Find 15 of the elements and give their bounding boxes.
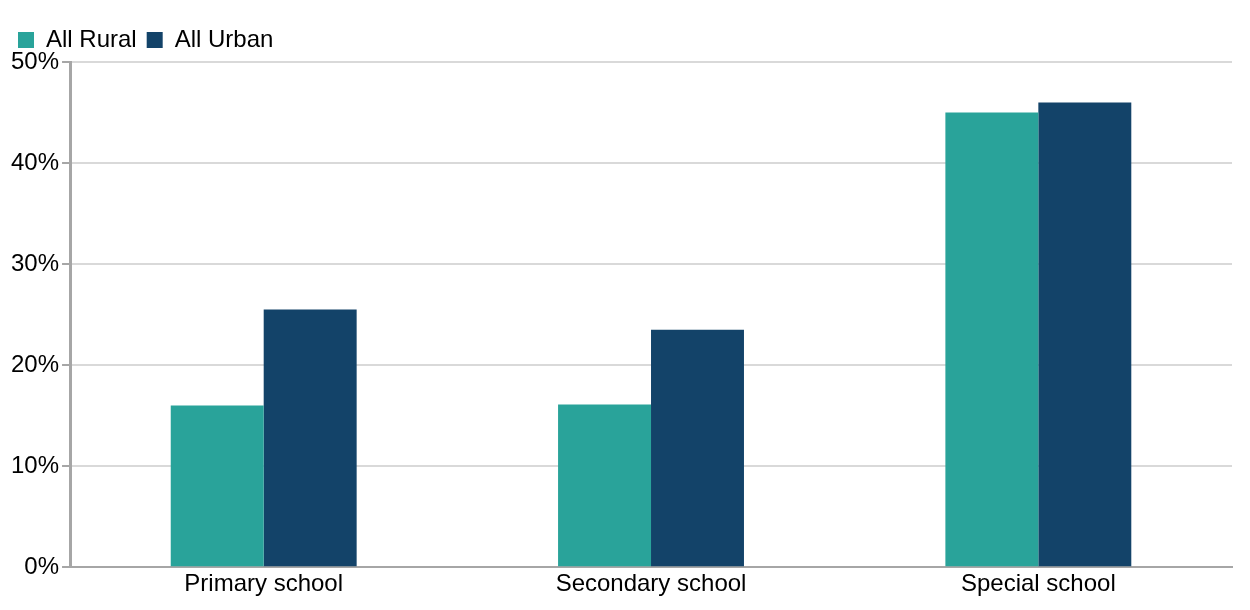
bar [170,405,264,567]
y-tick-label: 10% [10,450,60,478]
y-tick-label: 20% [10,349,60,377]
y-tick-label: 30% [10,248,60,276]
y-tick-label: 0% [24,551,60,579]
x-tick-label: Special school [960,569,1116,597]
bar [1038,102,1132,567]
bar [263,309,357,567]
bar [558,404,652,567]
y-tick-label: 40% [10,147,60,175]
legend-label: All Urban [174,24,274,52]
bar [651,329,744,567]
x-tick-label: Secondary school [555,569,747,597]
bar [945,112,1039,567]
x-tick-label: Primary school [184,569,344,597]
